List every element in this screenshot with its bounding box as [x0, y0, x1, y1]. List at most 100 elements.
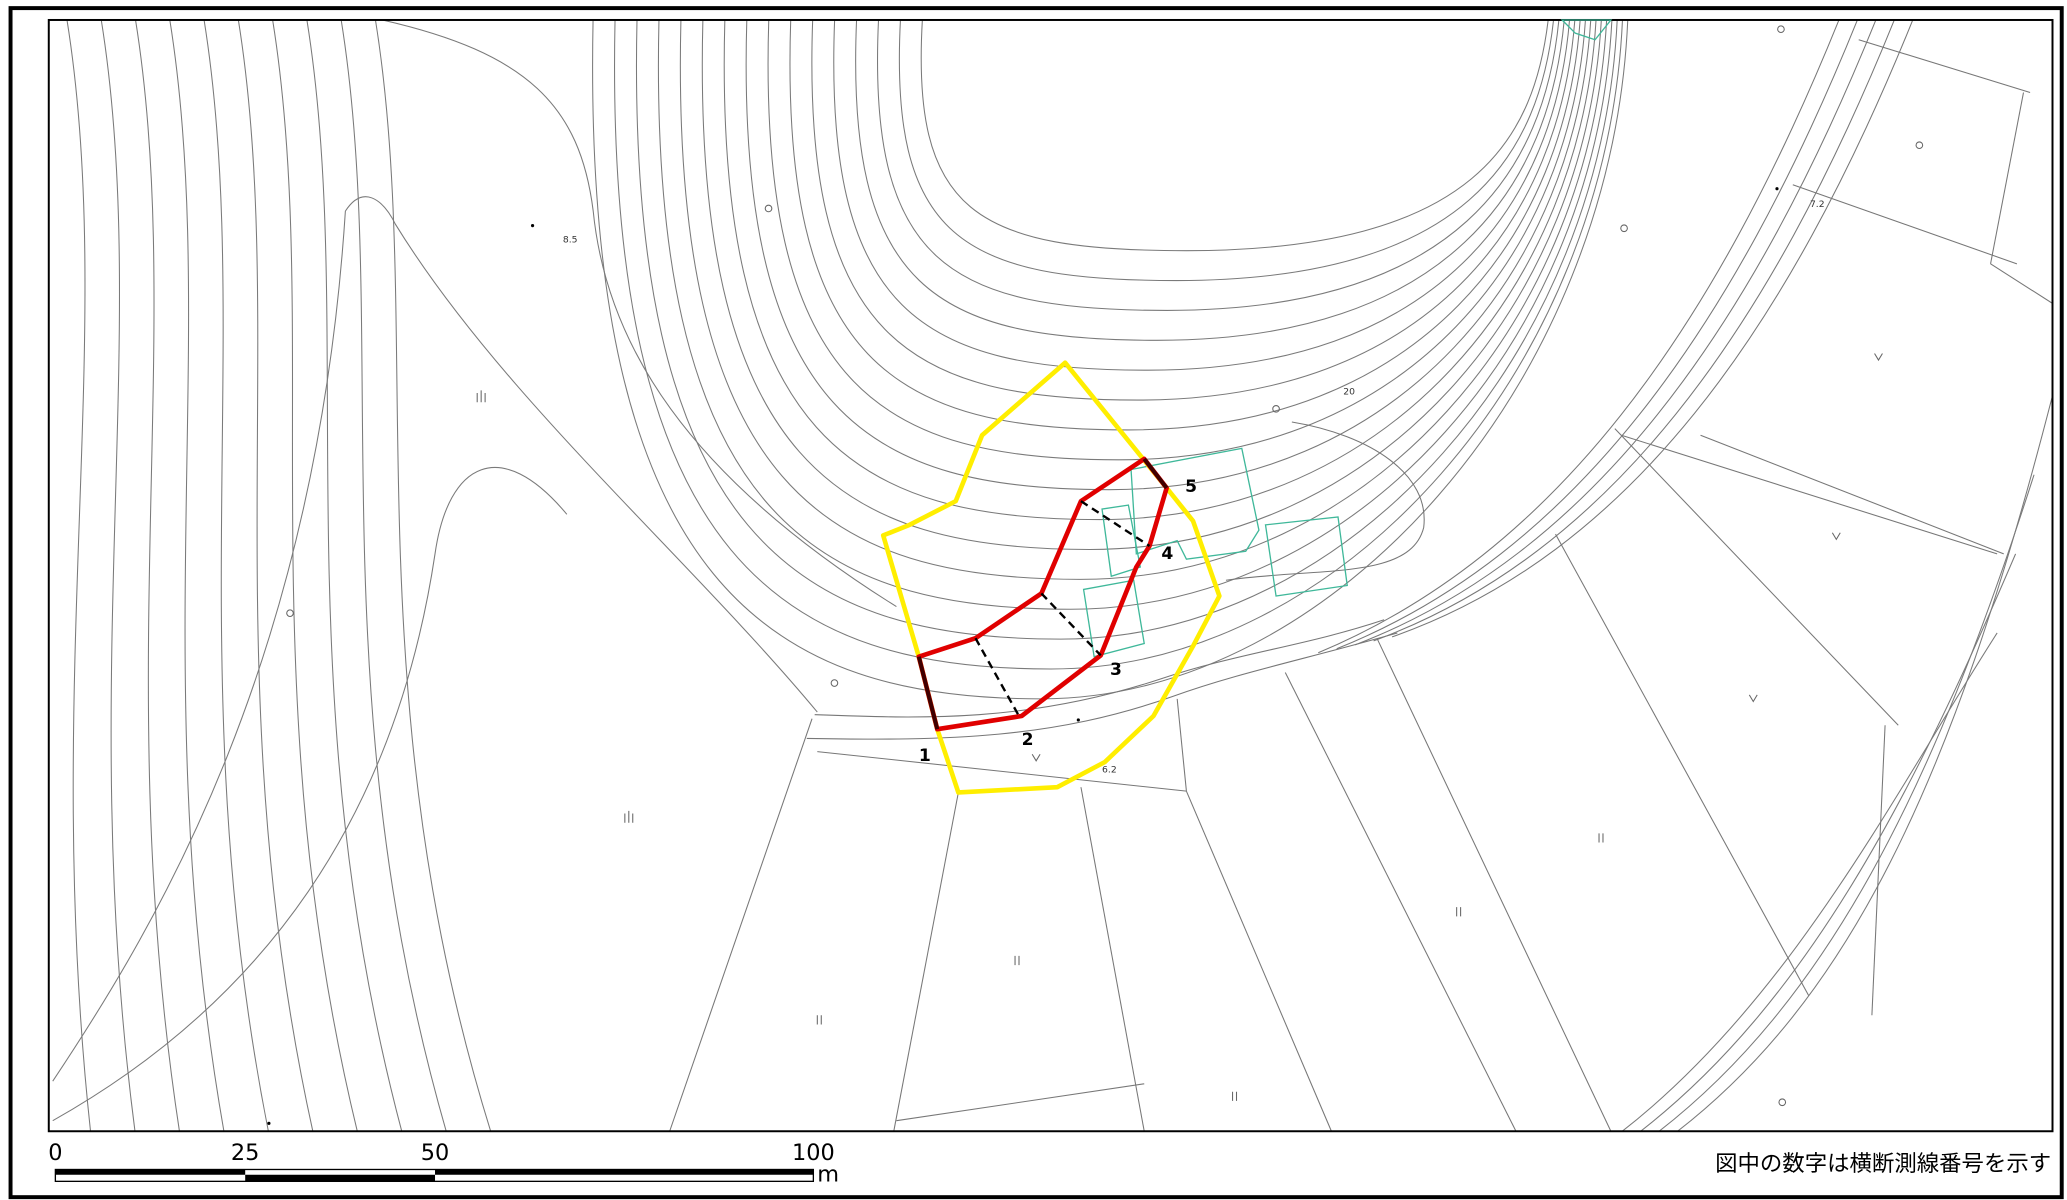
- map-symbol: [764, 204, 773, 213]
- road-line: [1391, 19, 1914, 638]
- scale-bar: 0 25 50 100 m: [48, 1140, 839, 1187]
- contour-line: [877, 19, 1560, 311]
- road-line: [1318, 19, 1840, 654]
- contour-line: [306, 19, 403, 1132]
- section-label: 2: [1022, 730, 1034, 750]
- scale-label: 25: [231, 1140, 260, 1166]
- contour-line: [100, 19, 136, 1132]
- map-symbol: [1874, 353, 1883, 362]
- spot-height: 20: [1343, 386, 1355, 397]
- boundary-line: [669, 718, 813, 1132]
- boundary-line: [1700, 434, 2004, 555]
- section-line: [1080, 500, 1151, 547]
- map-symbol: [1272, 405, 1280, 413]
- contour-line: [614, 19, 1623, 670]
- map-symbol: [830, 679, 839, 687]
- scale-bar-segment: [245, 1174, 436, 1182]
- contour-line: [1676, 395, 2053, 1132]
- building: [1130, 447, 1260, 560]
- contour-line: [52, 196, 818, 1082]
- contour-line: [657, 19, 1613, 610]
- map-symbol: [816, 1015, 822, 1025]
- map-symbol: [1232, 1091, 1238, 1101]
- contour-line: [1621, 632, 1998, 1132]
- contour-line: [1658, 474, 2035, 1132]
- contour-line: [789, 19, 1581, 431]
- boundary-line: [896, 1083, 1145, 1122]
- building: [1082, 579, 1145, 658]
- map-symbol: [1014, 955, 1020, 966]
- map-symbol: [1620, 224, 1628, 233]
- contour-line: [855, 19, 1565, 341]
- base-layer: [52, 19, 2053, 1132]
- contour-line: [203, 19, 269, 1132]
- boundary-line: [1792, 184, 2018, 265]
- scale-label: 100: [792, 1140, 835, 1166]
- scale-label: 50: [421, 1140, 450, 1166]
- contour-line: [272, 19, 358, 1132]
- boundary-line: [1990, 263, 2053, 304]
- map-frame: [47, 18, 2054, 1133]
- section-line: [1142, 457, 1169, 490]
- boundary-line: [1871, 725, 1886, 1016]
- contour-line: [920, 19, 1549, 252]
- contour-line: [898, 19, 1555, 282]
- contour-line: [374, 19, 492, 1132]
- boundary-line: [1614, 428, 1899, 726]
- section-label: 4: [1161, 544, 1173, 564]
- boundary-line: [1377, 639, 1612, 1132]
- road-line: [1336, 19, 1858, 650]
- scale-bar-segment: [435, 1169, 814, 1175]
- contour-line: [340, 19, 447, 1132]
- contour-line: [723, 19, 1597, 521]
- map-symbol: [286, 609, 294, 618]
- contour-line: [635, 19, 1618, 640]
- map-symbol: [1777, 25, 1785, 34]
- road-line: [806, 632, 1398, 740]
- contour-line: [833, 19, 1570, 371]
- contour-line: [679, 19, 1608, 580]
- section-label: 3: [1110, 660, 1122, 680]
- road-line: [1354, 19, 1877, 646]
- contour-line: [745, 19, 1592, 491]
- contour-line: [767, 19, 1586, 461]
- spot-height: 7.2: [1810, 199, 1825, 210]
- boundary-line: [1080, 787, 1145, 1132]
- survey-area: [880, 360, 1222, 795]
- contour-line: [134, 19, 181, 1132]
- spot-height: 6.2: [1102, 765, 1117, 776]
- section-label: 1: [919, 746, 931, 766]
- point-marker: [1775, 187, 1779, 191]
- contour-line: [1639, 553, 2017, 1132]
- scale-unit: m: [817, 1161, 839, 1187]
- map-symbol: [624, 810, 634, 823]
- boundary-line: [1225, 421, 1425, 581]
- spot-height: 8.5: [563, 235, 578, 246]
- slope-area: [916, 456, 1169, 732]
- map-note: 図中の数字は横断測線番号を示す: [1715, 1151, 2051, 1177]
- boundary-line: [1284, 672, 1517, 1132]
- map-symbol: [1831, 532, 1841, 541]
- map-symbol: [1915, 141, 1924, 150]
- map-symbol: [1748, 694, 1758, 703]
- point-marker: [267, 1121, 271, 1125]
- building: [1560, 19, 1613, 41]
- contour-line: [701, 19, 1602, 550]
- boundary-line: [1555, 533, 1810, 996]
- map-symbol: [1598, 833, 1604, 843]
- building: [1101, 504, 1142, 578]
- contour-line: [382, 19, 897, 608]
- contour-line: [52, 467, 568, 1122]
- map-symbol: [1456, 907, 1462, 917]
- section-label: 5: [1185, 477, 1197, 497]
- boundary-line: [1621, 434, 1998, 555]
- boundary-line: [1176, 698, 1187, 792]
- contour-line: [169, 19, 225, 1132]
- contour-line: [237, 19, 314, 1132]
- building: [1264, 516, 1348, 597]
- scale-label: 0: [48, 1140, 62, 1166]
- section-line: [916, 656, 940, 730]
- section-line: [1040, 592, 1102, 657]
